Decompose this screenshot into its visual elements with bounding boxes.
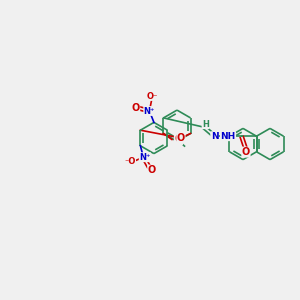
Text: N: N: [211, 132, 218, 141]
Text: O: O: [174, 134, 183, 145]
Text: N⁺: N⁺: [139, 153, 151, 162]
Text: O⁻: O⁻: [146, 92, 158, 100]
Text: O: O: [177, 133, 185, 143]
Text: ⁻O: ⁻O: [124, 157, 136, 166]
Text: O: O: [131, 103, 140, 113]
Text: N⁺: N⁺: [144, 106, 155, 116]
Text: NH: NH: [220, 132, 236, 141]
Text: H: H: [202, 120, 209, 129]
Text: O: O: [148, 165, 156, 175]
Text: O: O: [242, 147, 250, 157]
